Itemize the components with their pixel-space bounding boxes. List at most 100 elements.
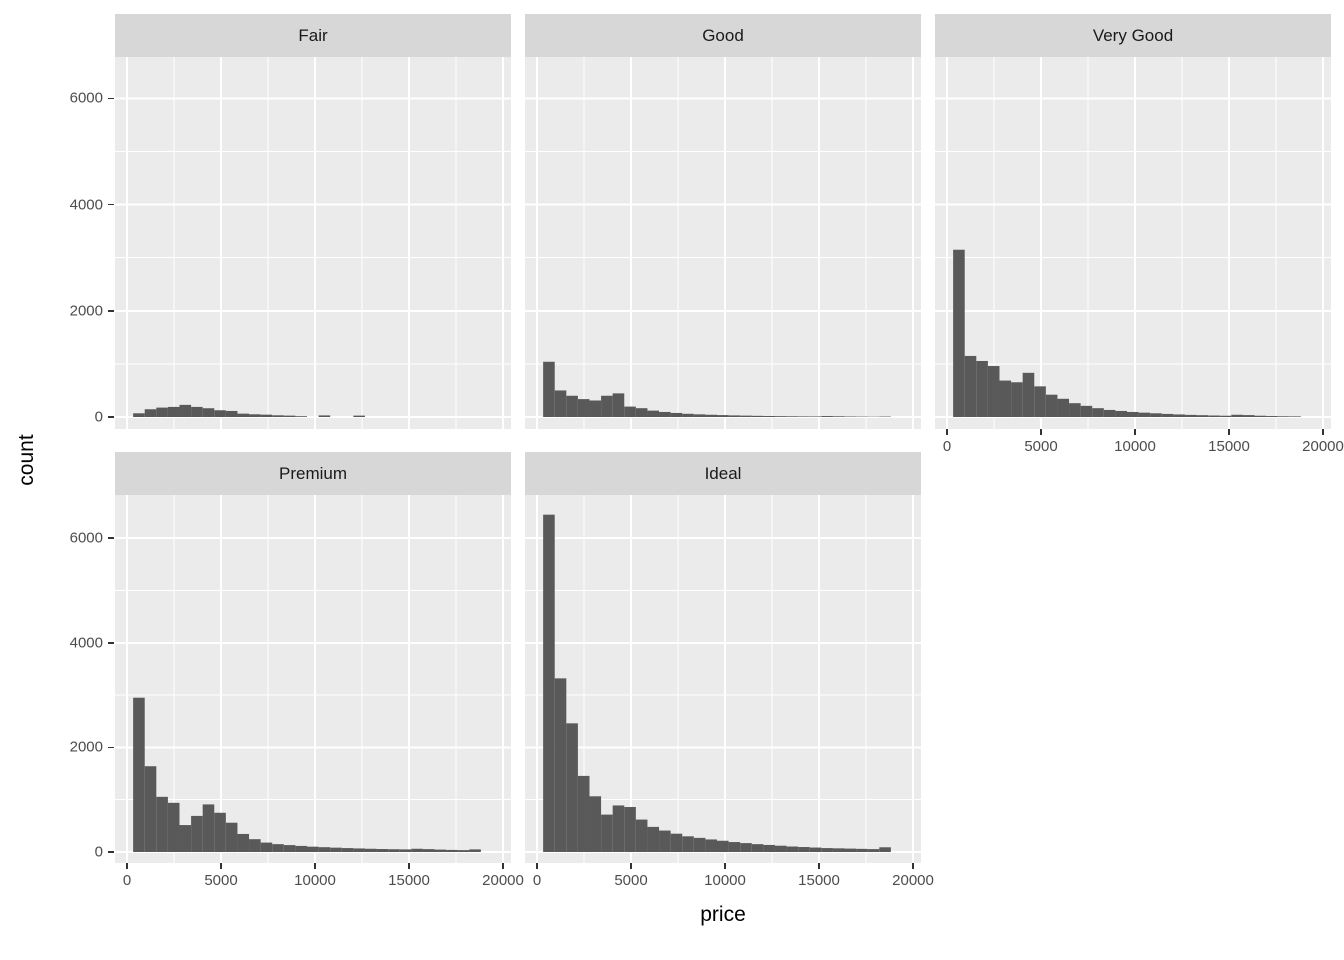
histogram-bar [318, 847, 331, 852]
histogram-bar [283, 845, 296, 852]
y-tick-label: 2000 [69, 738, 103, 756]
y-tick-label: 4000 [69, 196, 103, 214]
gridlines-minor [525, 57, 921, 429]
y-tick-mark [108, 642, 114, 644]
histogram-bar [1115, 410, 1127, 417]
histogram-bar [693, 414, 706, 418]
y-tick-label: 6000 [69, 89, 103, 107]
histogram-bar [705, 414, 717, 417]
histogram-bar [786, 846, 799, 852]
histogram-bar [964, 355, 977, 418]
facet-panel-fair [115, 57, 511, 429]
y-tick-mark [108, 97, 114, 100]
histogram-bar [295, 416, 307, 417]
histogram-bar [260, 842, 273, 852]
gridlines-minor [115, 57, 511, 429]
x-tick-mark [408, 863, 410, 869]
histogram-bar [589, 796, 602, 852]
x-tick-mark [724, 863, 726, 869]
x-tick-mark [220, 863, 222, 869]
histogram-bar [987, 366, 1000, 417]
gridlines-minor [935, 57, 1331, 429]
histogram-bar [844, 416, 857, 417]
x-tick-label: 10000 [1114, 438, 1156, 455]
histogram-bar [307, 846, 319, 852]
gridlines-major [115, 57, 511, 429]
histogram-bar [179, 404, 192, 417]
facet-strip-premium: Premium [115, 452, 511, 495]
x-tick-mark [630, 863, 632, 869]
histogram-bar [635, 408, 648, 417]
histogram-bar [566, 395, 578, 417]
x-tick-label: 20000 [482, 872, 524, 889]
histogram-bar [1080, 405, 1093, 417]
x-tick-mark [1134, 429, 1136, 435]
y-tick-label: 2000 [69, 302, 103, 320]
y-tick-label: 4000 [69, 634, 103, 652]
histogram-bar [832, 416, 845, 417]
histogram-bar [647, 410, 660, 417]
histogram-bar [353, 848, 365, 852]
histogram-bar [1045, 394, 1058, 417]
x-tick-label: 10000 [294, 872, 336, 889]
histogram-bar [612, 393, 625, 417]
x-tick-mark [912, 863, 914, 869]
histogram-bar [543, 514, 555, 852]
histogram-bar [1034, 386, 1046, 417]
histogram-bar [1289, 416, 1301, 417]
histogram-bar [809, 416, 822, 417]
histogram-bar [1231, 414, 1243, 417]
histogram-bar [469, 849, 481, 852]
x-tick-mark [946, 429, 948, 435]
x-tick-label: 5000 [204, 872, 238, 889]
histogram-bar [353, 415, 365, 417]
histogram-bar [821, 416, 833, 417]
panel-background [115, 57, 511, 429]
histogram-bar [133, 413, 145, 417]
histogram-bars [953, 249, 1301, 418]
histogram-bar [144, 766, 157, 852]
histogram-bar [589, 400, 602, 417]
histogram-bar [774, 416, 787, 417]
panel-background [525, 57, 921, 429]
y-tick-label: 0 [94, 408, 103, 426]
histogram-bar [341, 848, 354, 852]
histogram-bar [214, 812, 226, 852]
histogram-bar [330, 847, 342, 852]
histogram-bar [376, 849, 389, 852]
histogram-bar [283, 415, 296, 417]
y-tick-label: 0 [94, 843, 103, 861]
histogram-bar [411, 848, 423, 852]
x-tick-mark [536, 863, 538, 869]
facet-strip-very-good: Very Good [935, 14, 1331, 57]
histogram-bar [1138, 412, 1151, 417]
y-tick-mark [108, 851, 114, 853]
histogram-bar [601, 814, 613, 852]
histogram-bar [554, 390, 567, 417]
y-tick-mark [108, 203, 114, 206]
histogram-bar [133, 697, 145, 852]
histogram-bar [728, 842, 741, 852]
histogram-bar [191, 406, 203, 417]
histogram-bars [543, 514, 891, 852]
x-axis-title: price [700, 903, 746, 926]
histogram-bar [774, 845, 787, 852]
histogram-bar [225, 410, 238, 417]
histogram-bar [202, 408, 215, 417]
facet-strip-label: Fair [298, 25, 328, 45]
histogram-bar [1196, 415, 1209, 417]
histogram-bar [1011, 382, 1023, 417]
panel-background [935, 57, 1331, 429]
histogram-bar [422, 849, 435, 852]
histogram-bar [601, 395, 613, 417]
y-tick-mark [108, 310, 114, 312]
histogram-bar [1022, 372, 1035, 417]
histogram-bar [786, 416, 799, 417]
histogram-bars [543, 361, 891, 418]
histogram-bar [237, 833, 250, 852]
histogram-bar [705, 839, 717, 852]
histogram-bar [214, 410, 226, 417]
histogram-bar [844, 848, 857, 852]
histogram-bar [976, 360, 988, 417]
facet-strip-label: Very Good [1092, 25, 1174, 45]
